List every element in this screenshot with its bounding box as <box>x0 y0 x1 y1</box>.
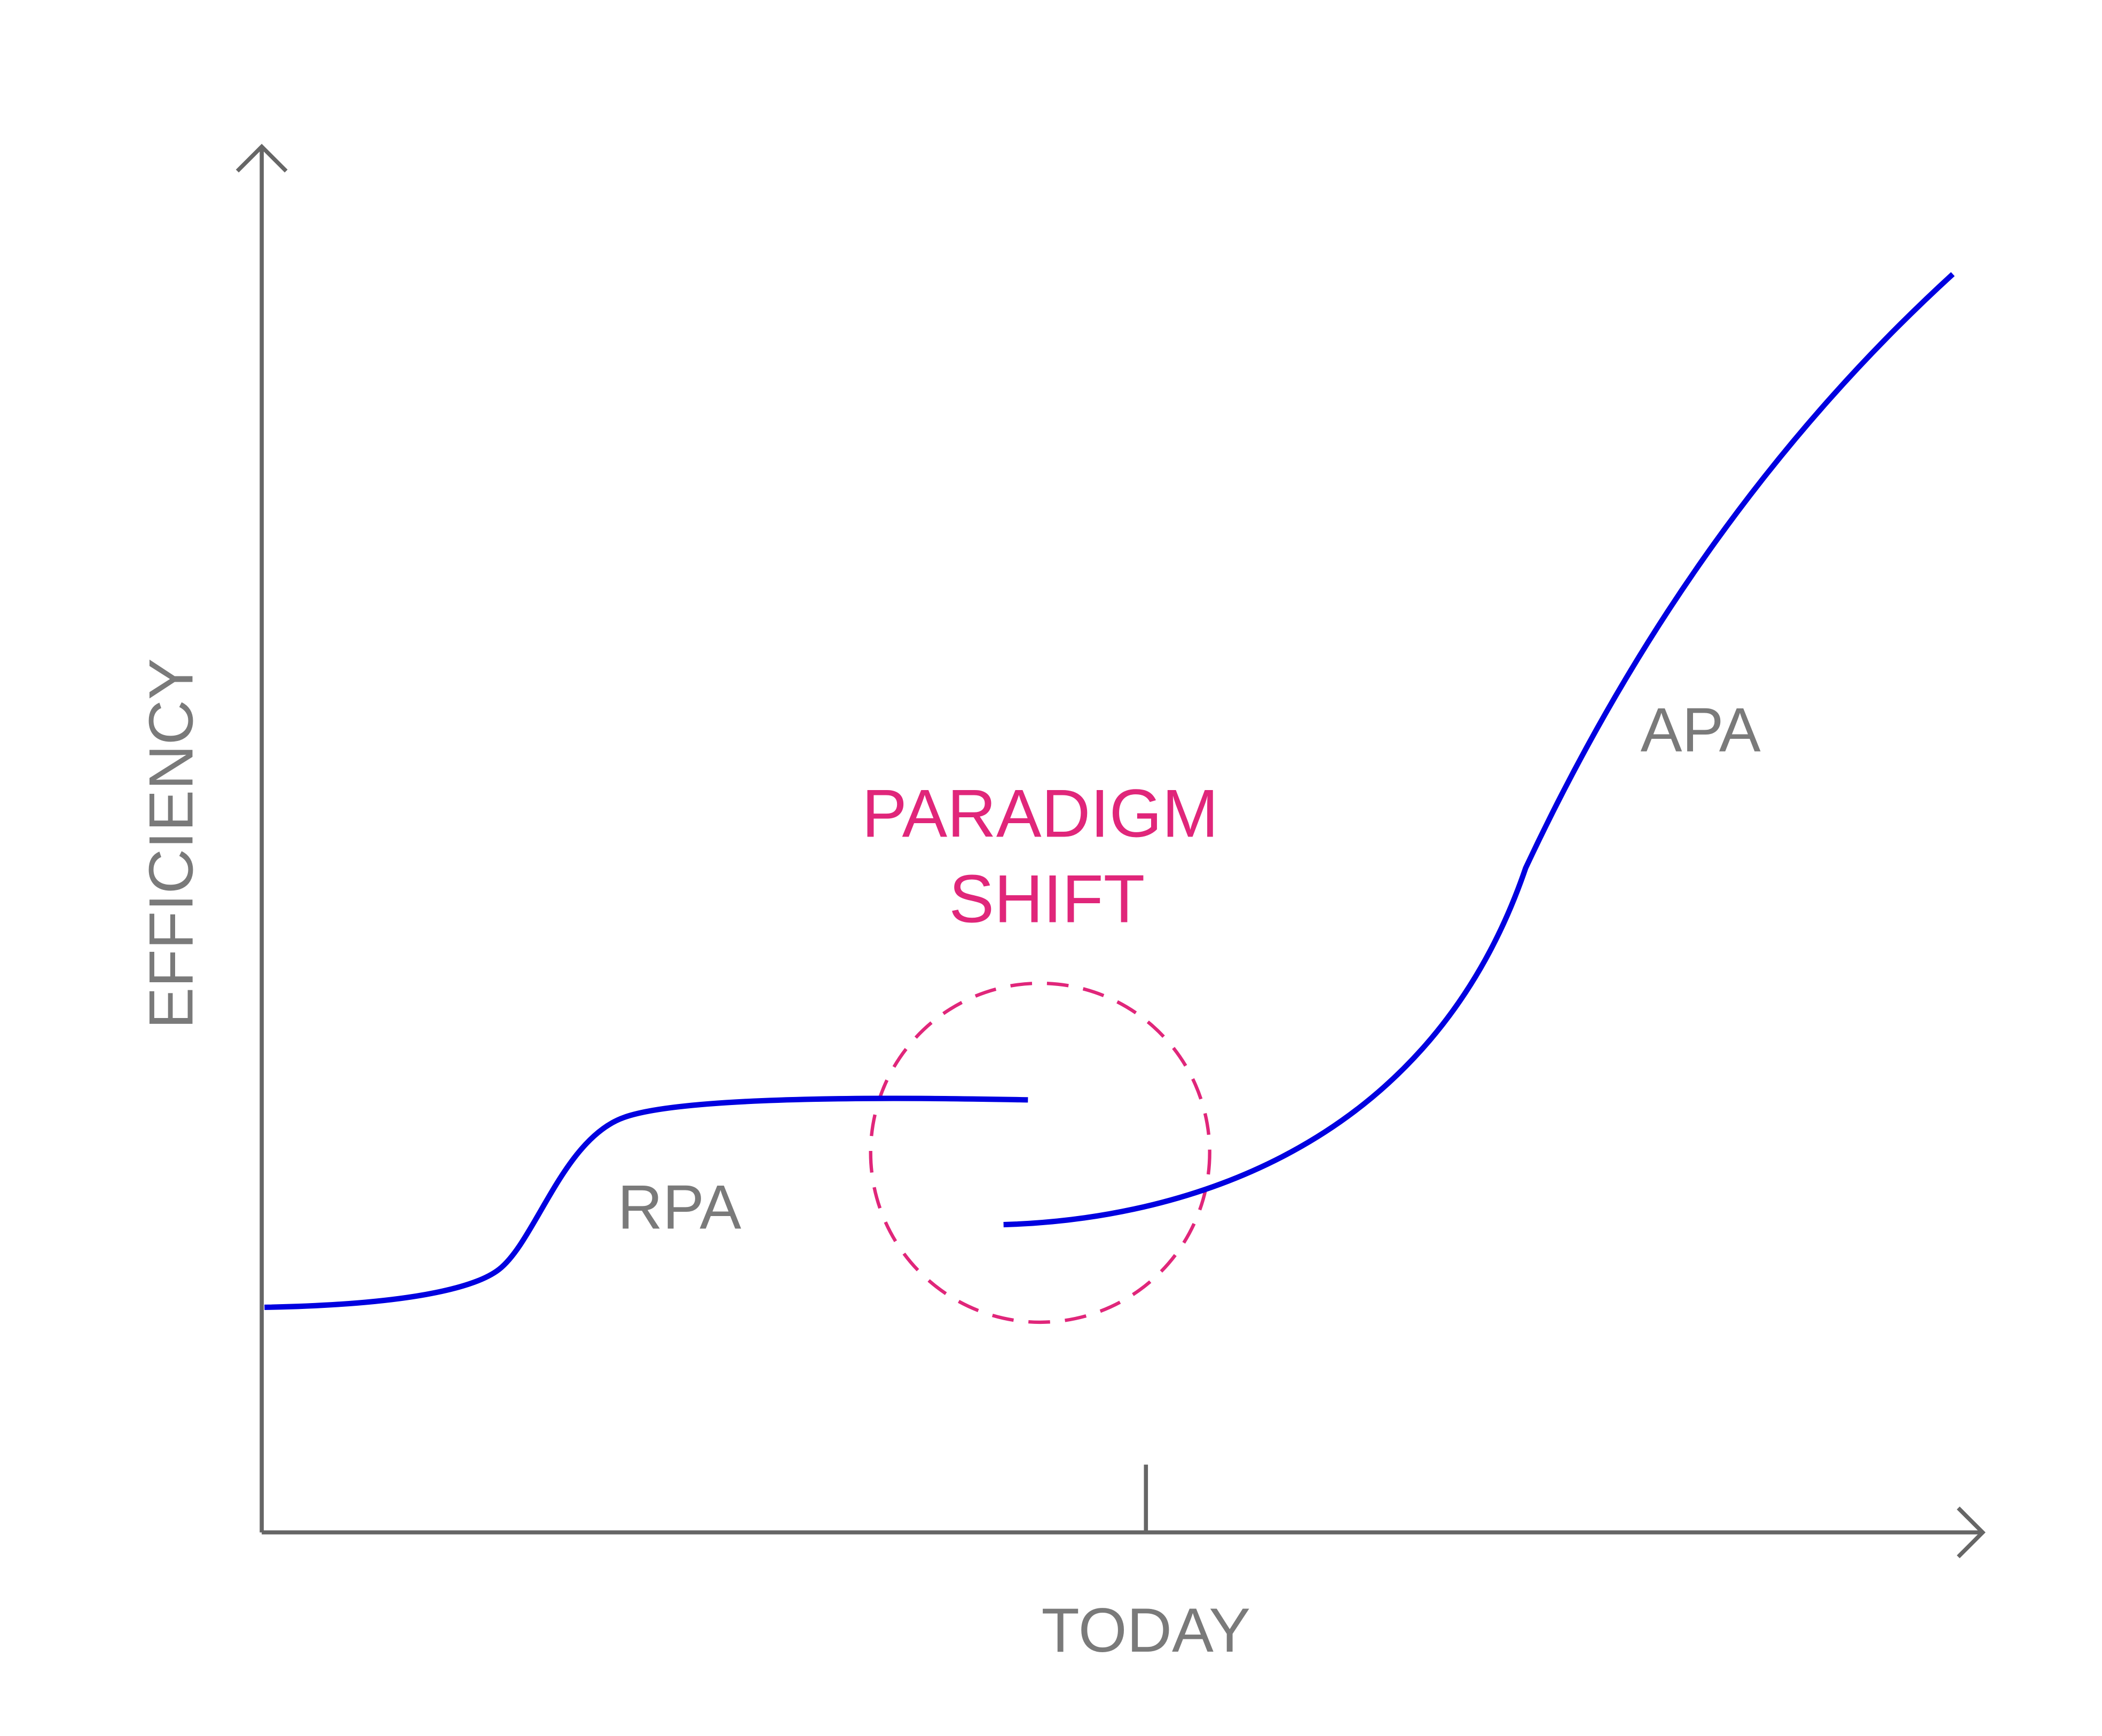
apa-curve <box>1003 272 1955 1228</box>
shift-circle <box>869 981 1211 1324</box>
y-axis-arrow <box>235 144 288 173</box>
curve-label: RPA <box>618 1172 742 1242</box>
axes <box>235 144 1986 1559</box>
annotation-line: SHIFT <box>949 861 1145 937</box>
curve-label: APA <box>1641 695 1761 765</box>
rpa-curve <box>264 1095 1028 1311</box>
x-tick-label: TODAY <box>1041 1595 1250 1665</box>
y-axis-label: EFFICIENCY <box>136 658 206 1029</box>
x-axis-arrow <box>1957 1506 1986 1559</box>
annotation-line: PARADIGM <box>862 776 1218 851</box>
